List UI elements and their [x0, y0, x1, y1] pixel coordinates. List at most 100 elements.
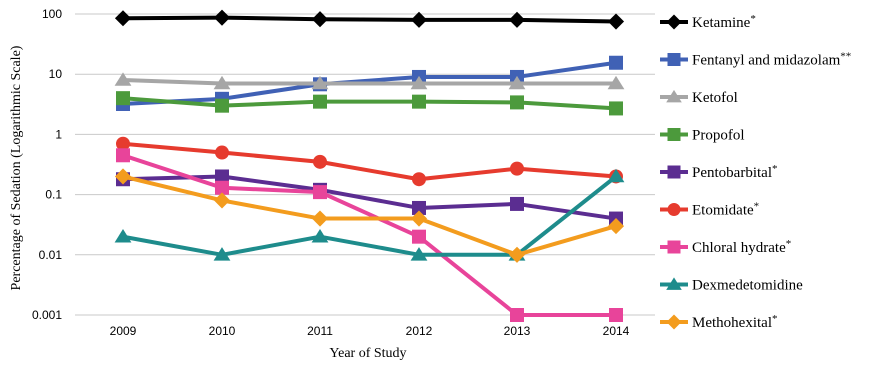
series-line — [122, 141, 617, 182]
legend-item: Pentobarbital* — [660, 163, 777, 181]
y-axis-title: Percentage of Sedation (Logarithmic Scal… — [9, 45, 24, 290]
legend-item: Etomidate* — [660, 201, 759, 219]
legend-item: Ketamine* — [660, 13, 756, 31]
data-point — [607, 75, 625, 90]
y-tick-label: 100 — [42, 7, 62, 21]
legend-item: Propofol — [660, 128, 745, 144]
legend-label: Propofol — [692, 128, 745, 144]
data-point — [215, 98, 229, 113]
series-line — [122, 174, 618, 257]
data-point — [213, 75, 231, 90]
series-line — [122, 174, 617, 221]
series-line — [122, 153, 616, 317]
y-tick-label: 0.01 — [39, 248, 63, 262]
legend-item: Dexmedetomidine — [660, 277, 803, 294]
legend-item: Fentanyl and midazolam** — [660, 51, 851, 69]
series-line — [122, 96, 617, 111]
legend: Ketamine* Fentanyl and midazolam** Ketofol… — [660, 13, 851, 331]
data-point — [508, 75, 526, 90]
series-ketofol — [114, 72, 625, 90]
legend-item: Methohexital* — [660, 313, 777, 331]
legend-label: Pentobarbital* — [692, 163, 777, 181]
data-point — [116, 136, 130, 151]
legend-marker — [666, 89, 682, 103]
y-tick-label: 0.001 — [32, 308, 62, 322]
data-point — [410, 11, 428, 28]
legend-item: Chloral hydrate* — [660, 238, 791, 256]
data-point — [508, 246, 526, 263]
series-line — [122, 174, 617, 257]
data-point — [114, 72, 132, 86]
series-line — [122, 15, 617, 24]
series-line — [122, 60, 617, 106]
data-point — [311, 75, 329, 90]
data-point — [609, 55, 623, 70]
data-point — [410, 75, 428, 90]
data-point — [116, 148, 130, 163]
legend-marker — [666, 14, 682, 30]
data-point — [607, 218, 625, 235]
series-etomidate — [116, 136, 623, 187]
y-axis-ticks: 0.001 0.01 0.1 1 10 100 — [32, 7, 62, 322]
x-tick-label: 2009 — [110, 324, 137, 338]
legend-label: Dexmedetomidine — [692, 278, 803, 294]
data-point — [311, 210, 329, 227]
data-point — [510, 196, 524, 211]
data-point — [607, 168, 625, 183]
data-point — [313, 94, 327, 109]
series-ketamine — [114, 9, 625, 30]
x-axis-title: Year of Study — [329, 346, 406, 361]
legend-marker — [666, 277, 682, 290]
data-point — [311, 228, 329, 243]
series-methohexital — [114, 168, 625, 263]
data-point — [114, 168, 132, 185]
data-point — [410, 247, 428, 261]
legend-label: Fentanyl and midazolam** — [692, 51, 851, 69]
legend-marker — [667, 165, 681, 179]
data-point — [410, 210, 428, 227]
data-point — [412, 94, 426, 109]
x-tick-label: 2011 — [307, 324, 333, 338]
data-point — [412, 200, 426, 215]
legend-item: Ketofol — [660, 89, 738, 106]
legend-label: Ketofol — [692, 90, 738, 106]
data-point — [412, 172, 426, 187]
data-point — [215, 169, 229, 184]
series-line — [122, 78, 616, 86]
data-point — [213, 9, 231, 26]
series-group — [114, 9, 625, 322]
y-tick-label: 1 — [55, 127, 62, 141]
legend-marker — [667, 203, 681, 216]
data-point — [313, 154, 327, 169]
legend-label: Methohexital* — [692, 313, 777, 331]
data-point — [213, 192, 231, 209]
x-axis-ticks: 2009 2010 2011 2012 2013 2014 — [110, 324, 630, 338]
y-tick-label: 0.1 — [45, 188, 62, 202]
legend-label: Ketamine* — [692, 13, 756, 31]
x-tick-label: 2014 — [603, 324, 630, 338]
data-point — [609, 101, 623, 116]
data-point — [114, 10, 132, 27]
data-point — [215, 180, 229, 195]
data-point — [313, 185, 327, 200]
data-point — [609, 308, 623, 322]
data-point — [412, 229, 426, 244]
data-point — [510, 308, 524, 322]
x-tick-label: 2010 — [209, 324, 236, 338]
data-point — [114, 228, 132, 243]
data-point — [510, 95, 524, 110]
legend-marker — [667, 128, 681, 141]
data-point — [508, 11, 526, 28]
data-point — [510, 161, 524, 176]
x-tick-label: 2013 — [504, 324, 531, 338]
gridlines — [75, 13, 655, 316]
y-tick-label: 10 — [49, 67, 63, 81]
data-point — [607, 13, 625, 30]
series-propofol — [116, 91, 623, 116]
data-point — [213, 247, 231, 261]
legend-label: Chloral hydrate* — [692, 238, 791, 256]
data-point — [116, 91, 130, 106]
legend-marker — [666, 314, 682, 330]
legend-marker — [667, 240, 681, 254]
